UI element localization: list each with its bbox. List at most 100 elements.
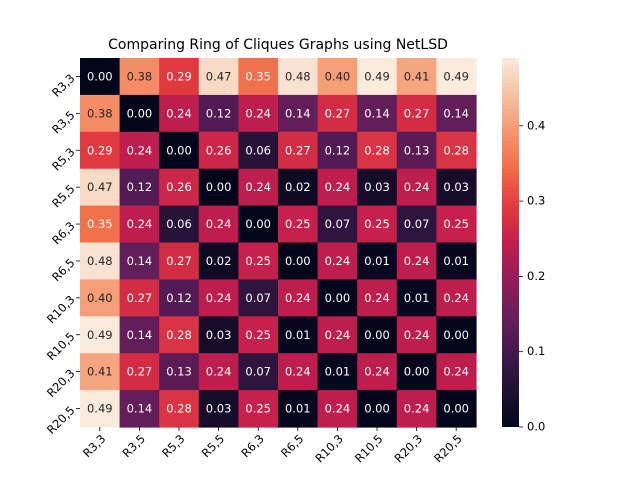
heatmap-cell-r9-c9 — [436, 390, 477, 428]
cell-value-r7-c8: 0.24 — [404, 328, 430, 342]
colorbar-tick-label-0: 0.0 — [527, 420, 545, 434]
cell-value-r0-c8: 0.41 — [404, 69, 430, 83]
cell-value-r9-c2: 0.28 — [166, 402, 192, 416]
heatmap-cell-r7-c1 — [119, 316, 160, 354]
cell-value-r7-c3: 0.03 — [206, 328, 232, 342]
heatmap-cell-r0-c3 — [198, 58, 239, 96]
heatmap-cell-r6-c6 — [317, 279, 358, 317]
heatmap-cell-r0-c1 — [119, 58, 160, 96]
cell-value-r6-c9: 0.24 — [443, 291, 469, 305]
cell-value-r7-c6: 0.24 — [325, 328, 351, 342]
heatmap-cell-r2-c3 — [198, 131, 239, 170]
heatmap-cell-r2-c5 — [278, 131, 319, 170]
cell-value-r7-c4: 0.25 — [245, 328, 271, 342]
row-tick-label-6: R10,3 — [44, 293, 78, 327]
heatmap-cell-r2-c4 — [238, 131, 279, 170]
heatmap-cell-r5-c2 — [159, 242, 200, 280]
cell-value-r8-c2: 0.13 — [166, 365, 192, 379]
cell-value-r8-c3: 0.24 — [206, 365, 232, 379]
cell-value-r3-c0: 0.47 — [87, 180, 113, 194]
heatmap-cell-r0-c2 — [159, 58, 200, 96]
heatmap-cell-r3-c9 — [436, 168, 477, 207]
cell-value-r7-c5: 0.01 — [285, 328, 311, 342]
heatmap-cell-r8-c4 — [238, 353, 279, 391]
col-tick-labels: R3,3 R3,5 R5,3 R5,5 R6,3 R6,5 R10,3 R10,5 R20,3 R… — [80, 427, 465, 465]
cell-value-r3-c9: 0.03 — [443, 180, 469, 194]
heatmap-cell-r8-c5 — [278, 353, 319, 391]
colorbar-tick-label-1: 0.1 — [527, 344, 545, 358]
cell-value-r4-c1: 0.24 — [127, 217, 153, 231]
heatmap-cell-r4-c6 — [317, 205, 358, 244]
cell-value-r1-c2: 0.24 — [166, 106, 192, 120]
heatmap-cell-r1-c7 — [357, 94, 398, 133]
cell-value-r4-c7: 0.25 — [364, 217, 390, 231]
heatmap-cell-r9-c2 — [159, 390, 200, 428]
col-tick-label-4: R6,3 — [238, 432, 266, 460]
colorbar-ticks: 0.0 0.1 0.2 0.3 0.4 — [519, 118, 545, 434]
cell-value-r8-c0: 0.41 — [87, 365, 113, 379]
heatmap-cell-r7-c9 — [436, 316, 477, 354]
heatmap-cell-r9-c6 — [317, 390, 358, 428]
cell-value-r9-c9: 0.00 — [443, 402, 469, 416]
cell-value-r5-c6: 0.24 — [325, 254, 351, 268]
heatmap-cell-r2-c6 — [317, 131, 358, 170]
cell-value-r1-c4: 0.24 — [245, 106, 271, 120]
cell-value-r8-c1: 0.27 — [127, 365, 153, 379]
heatmap-cell-r8-c9 — [436, 353, 477, 391]
cell-value-r0-c2: 0.29 — [166, 69, 192, 83]
heatmap-cell-r4-c2 — [159, 205, 200, 244]
cell-value-r4-c9: 0.25 — [443, 217, 469, 231]
cell-value-r6-c2: 0.12 — [166, 291, 192, 305]
heatmap-cell-r4-c3 — [198, 205, 239, 244]
heatmap-cell-r6-c4 — [238, 279, 279, 317]
heatmap-cell-r3-c8 — [396, 168, 437, 207]
cell-value-r2-c3: 0.26 — [206, 143, 232, 157]
cell-value-r2-c1: 0.24 — [127, 143, 153, 157]
cell-value-r4-c3: 0.24 — [206, 217, 232, 231]
cell-value-r7-c1: 0.14 — [127, 328, 153, 342]
col-tick-label-0: R3,3 — [80, 432, 108, 460]
cell-value-r5-c8: 0.24 — [404, 254, 430, 268]
row-tick-label-3: R5,5 — [49, 182, 77, 210]
col-tick-label-1: R3,5 — [120, 432, 148, 460]
row-tick-label-0: R3,3 — [49, 71, 77, 99]
cell-value-r5-c9: 0.01 — [443, 254, 469, 268]
heatmap-cell-r9-c4 — [238, 390, 279, 428]
cell-value-r9-c3: 0.03 — [206, 402, 232, 416]
heatmap-cell-r9-c3 — [198, 390, 239, 428]
heatmap-cell-r2-c1 — [119, 131, 160, 170]
cell-value-r1-c5: 0.14 — [285, 106, 311, 120]
cell-value-r9-c1: 0.14 — [127, 402, 153, 416]
heatmap-cell-r7-c0 — [80, 316, 121, 354]
cell-value-r1-c7: 0.14 — [364, 106, 390, 120]
heatmap-cell-r3-c0 — [80, 168, 121, 207]
cell-value-r4-c6: 0.07 — [325, 217, 351, 231]
heatmap-cell-r1-c3 — [198, 94, 239, 133]
heatmap-cell-r1-c8 — [396, 94, 437, 133]
cell-value-r3-c4: 0.24 — [245, 180, 271, 194]
heatmap-cell-r5-c4 — [238, 242, 279, 280]
cell-value-r2-c6: 0.12 — [325, 143, 351, 157]
heatmap-cell-r6-c7 — [357, 279, 398, 317]
heatmap-cell-r4-c8 — [396, 205, 437, 244]
heatmap-cell-r0-c6 — [317, 58, 358, 96]
heatmap-cell-r3-c3 — [198, 168, 239, 207]
heatmap-cell-r9-c7 — [357, 390, 398, 428]
cell-value-r8-c4: 0.07 — [245, 365, 271, 379]
heatmap-cell-r8-c3 — [198, 353, 239, 391]
cell-value-r3-c3: 0.00 — [206, 180, 232, 194]
cell-value-r8-c7: 0.24 — [364, 365, 390, 379]
heatmap-cell-r0-c4 — [238, 58, 279, 96]
row-tick-label-7: R10,5 — [44, 329, 78, 363]
colorbar-tick-label-4: 0.4 — [527, 118, 545, 132]
cell-value-r1-c3: 0.12 — [206, 106, 232, 120]
col-tick-label-8: R20,3 — [392, 432, 426, 466]
heatmap-cell-r6-c2 — [159, 279, 200, 317]
heatmap-cell-r4-c9 — [436, 205, 477, 244]
cell-value-r0-c9: 0.49 — [443, 69, 469, 83]
colorbar-tick-label-3: 0.3 — [527, 194, 545, 208]
heatmap-cell-r8-c6 — [317, 353, 358, 391]
cell-value-r2-c8: 0.13 — [404, 143, 430, 157]
heatmap-cell-r4-c0 — [80, 205, 121, 244]
heatmap-cell-r6-c9 — [436, 279, 477, 317]
